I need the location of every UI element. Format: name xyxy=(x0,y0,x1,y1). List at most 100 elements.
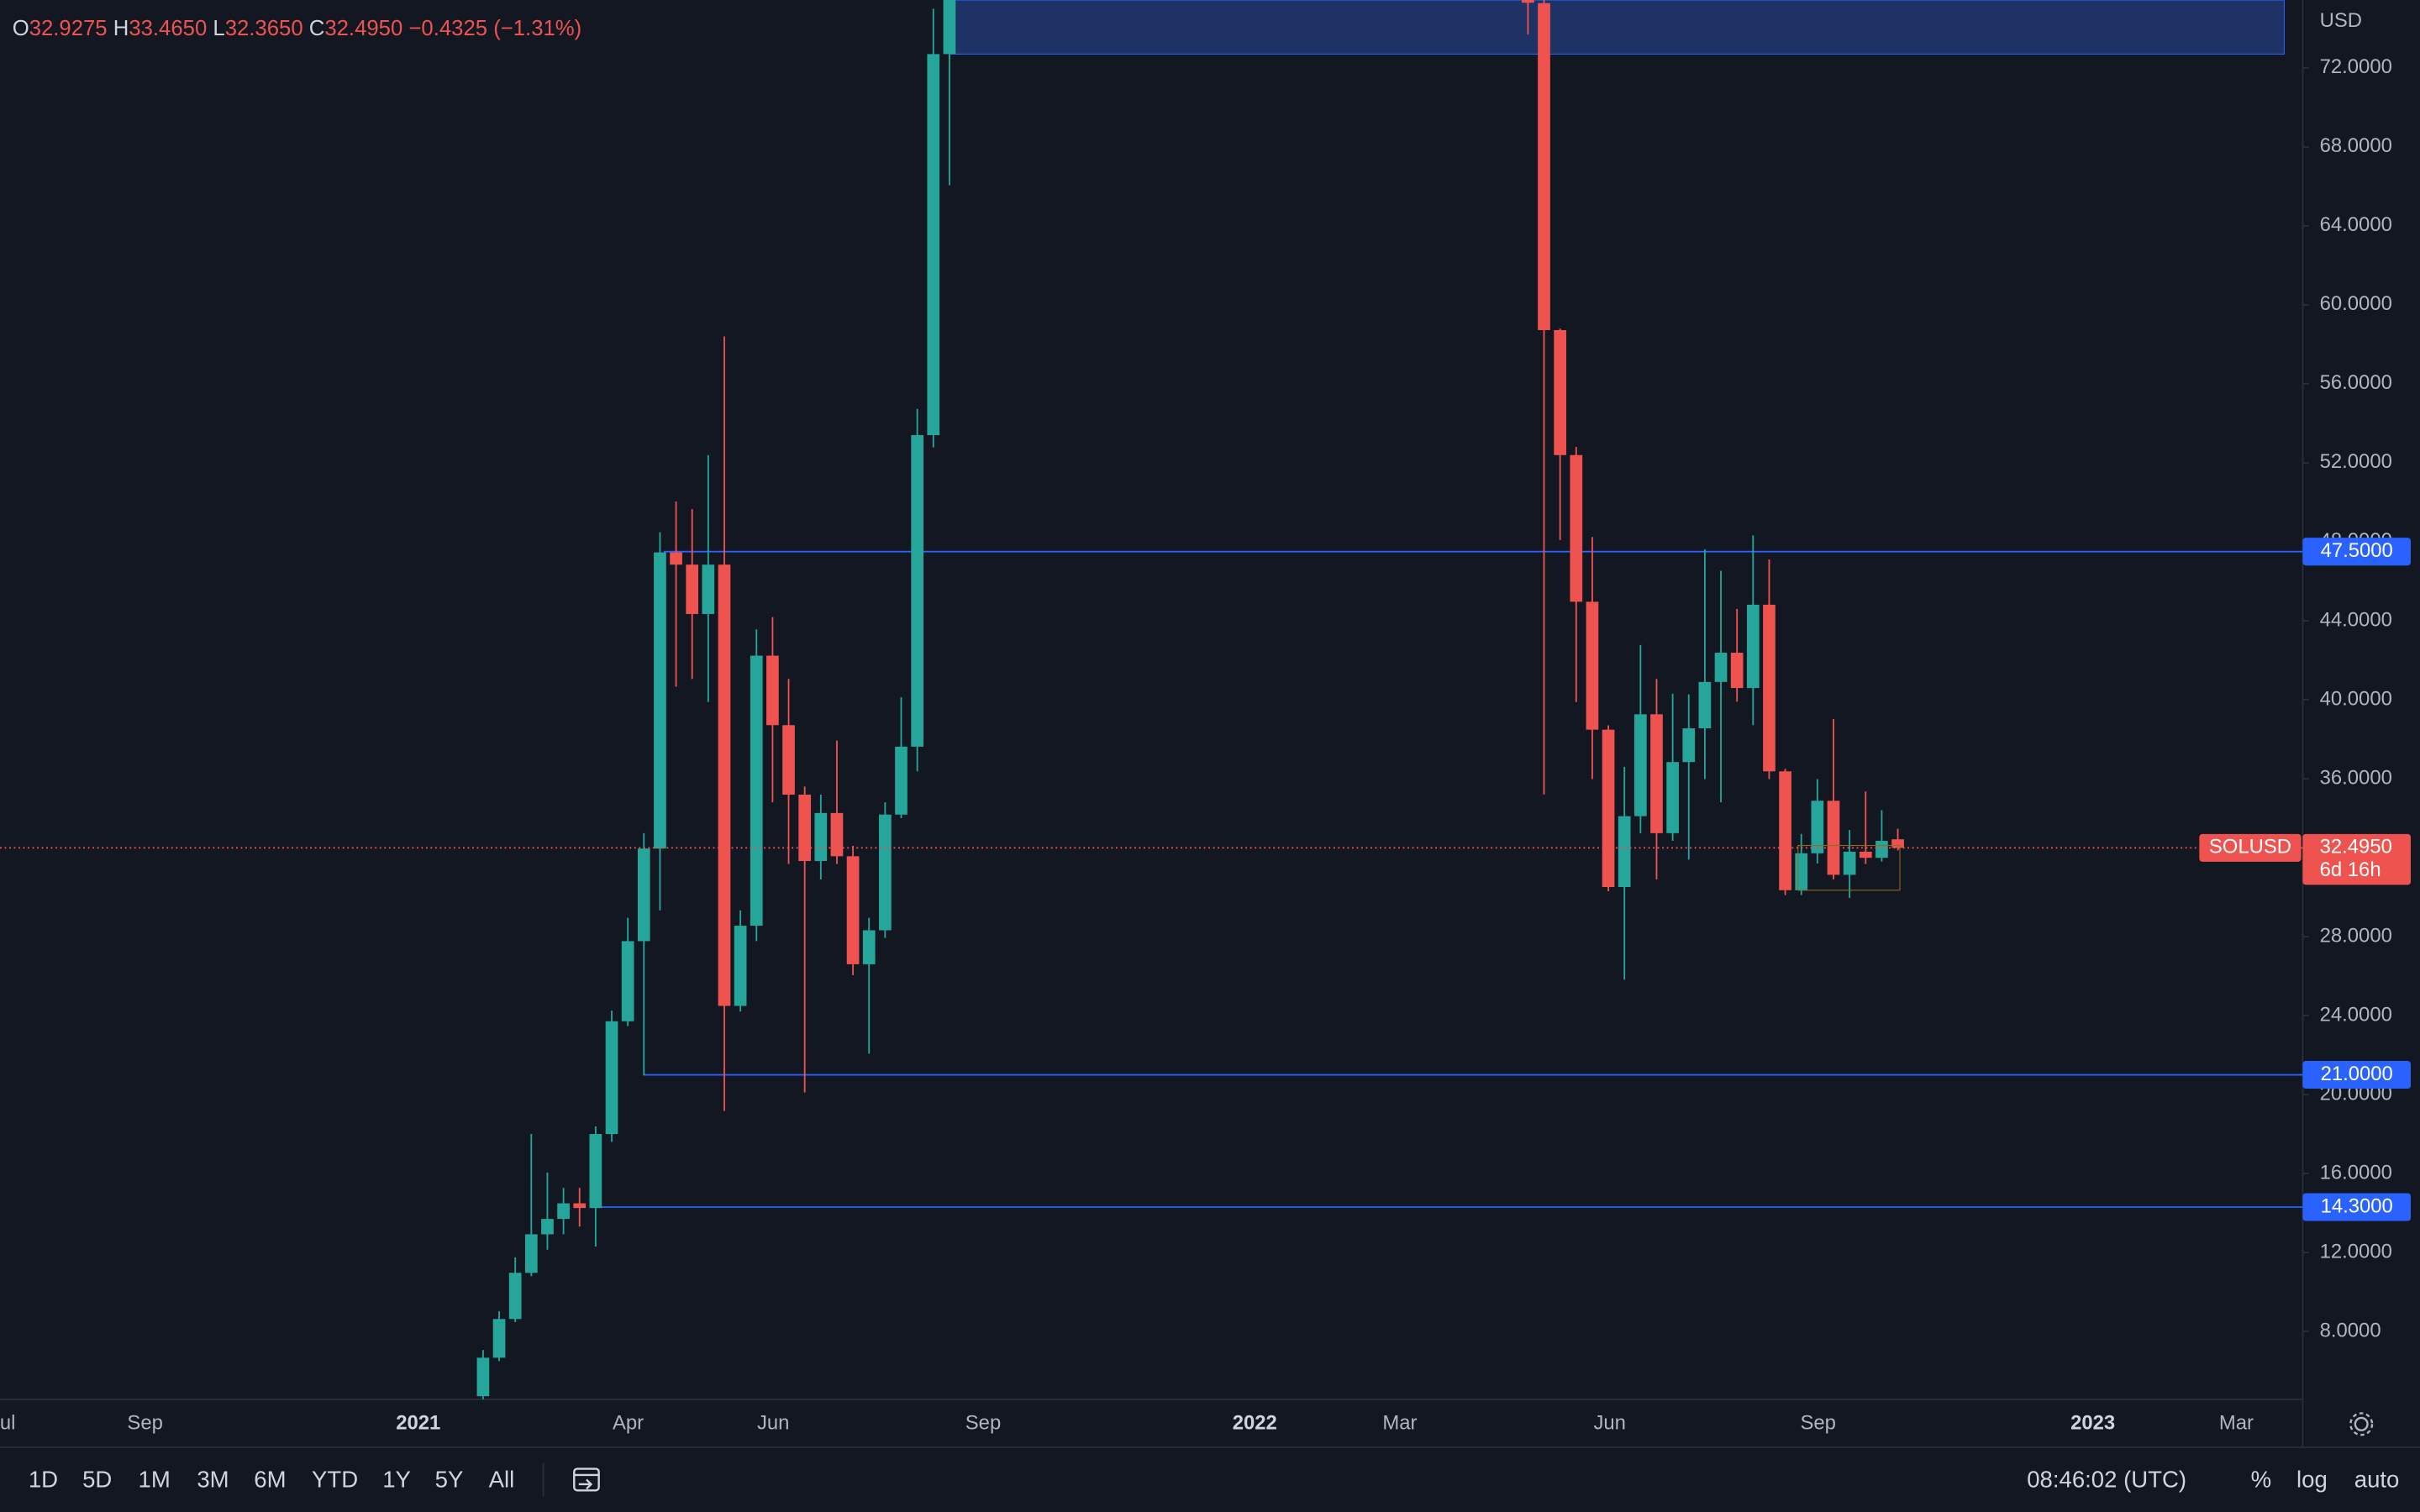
range-button[interactable]: All xyxy=(489,1467,515,1493)
candle-body xyxy=(1538,3,1550,330)
candle-body xyxy=(557,1203,570,1220)
x-tick-label: Jun xyxy=(1593,1412,1625,1435)
x-tick-label: Mar xyxy=(2219,1412,2254,1435)
low-value: 32.3650 xyxy=(225,17,303,40)
axes: 8.000012.000016.000020.000024.000028.000… xyxy=(0,55,2411,1435)
change-value: −0.4325 (−1.31%) xyxy=(408,17,581,40)
candle-body xyxy=(750,655,763,927)
candle-body xyxy=(1843,851,1856,875)
level-label: 21.0000 xyxy=(2321,1063,2393,1085)
x-tick-label: Sep xyxy=(1800,1412,1835,1435)
candle-body xyxy=(1522,0,1534,3)
log-toggle[interactable]: log xyxy=(2296,1467,2328,1493)
candle-body xyxy=(718,564,731,1006)
clock: 08:46:02 (UTC) xyxy=(2027,1467,2186,1493)
range-button[interactable]: 5Y xyxy=(435,1467,464,1493)
candle-body xyxy=(895,746,908,815)
candle-body xyxy=(1763,604,1776,772)
range-button[interactable]: 3M xyxy=(197,1467,229,1493)
plot-area xyxy=(0,0,2303,1399)
percent-toggle[interactable]: % xyxy=(2251,1467,2272,1493)
candle-body xyxy=(524,1234,538,1273)
candle-body xyxy=(1795,853,1808,890)
candle-body xyxy=(1618,816,1631,888)
candle-body xyxy=(702,564,715,614)
candle-body xyxy=(1586,601,1599,730)
y-tick-label: 16.0000 xyxy=(2320,1161,2392,1184)
range-button[interactable]: YTD xyxy=(312,1467,358,1493)
y-tick-label: 56.0000 xyxy=(2320,371,2392,394)
candle-body xyxy=(862,930,876,964)
auto-toggle[interactable]: auto xyxy=(2354,1467,2400,1493)
y-tick-label: 40.0000 xyxy=(2320,687,2392,710)
candle-body xyxy=(734,926,747,1006)
range-button[interactable]: 5D xyxy=(82,1467,112,1493)
symbol-tag xyxy=(2199,833,2302,862)
candle-body xyxy=(476,1357,490,1397)
candle-body xyxy=(1811,801,1824,853)
x-tick-label: 2023 xyxy=(2070,1412,2115,1435)
candle-body xyxy=(1570,454,1583,602)
candle-body xyxy=(605,1021,618,1135)
calendar-button[interactable] xyxy=(573,1467,600,1492)
candle-body xyxy=(492,1319,506,1358)
y-tick-label: 24.0000 xyxy=(2320,1003,2392,1026)
candle-body xyxy=(1891,839,1904,848)
range-box xyxy=(1797,844,1901,891)
level-tag xyxy=(2302,1060,2411,1089)
range-button[interactable]: 6M xyxy=(254,1467,286,1493)
y-tick-label: 8.0000 xyxy=(2320,1319,2381,1341)
candle-body xyxy=(686,564,699,614)
x-tick-label: 2022 xyxy=(1233,1412,1277,1435)
y-tick-label: 52.0000 xyxy=(2320,450,2392,473)
candle-body xyxy=(1698,681,1712,729)
candle-body xyxy=(1730,653,1744,689)
candle-body xyxy=(927,54,940,436)
candle-body xyxy=(1859,851,1872,858)
x-tick-label: Jun xyxy=(757,1412,789,1435)
candle-body xyxy=(1876,841,1888,858)
candle-body xyxy=(573,1203,587,1209)
level-label: 14.3000 xyxy=(2321,1194,2393,1217)
candle-body xyxy=(1746,604,1760,689)
price-label: 32.4950 xyxy=(2320,836,2392,858)
y-tick-label: 12.0000 xyxy=(2320,1240,2392,1263)
open-key: O xyxy=(13,17,29,40)
settings-button[interactable] xyxy=(2349,1412,2374,1436)
range-button[interactable]: 1M xyxy=(139,1467,171,1493)
candle-body xyxy=(654,552,666,849)
countdown-label: 6d 16h xyxy=(2320,858,2381,881)
range-button[interactable]: 1D xyxy=(29,1467,58,1493)
candle-body xyxy=(1666,762,1679,833)
y-tick-label: 28.0000 xyxy=(2320,924,2392,947)
close-key: C xyxy=(309,17,325,40)
candle-body xyxy=(798,795,812,861)
x-tick-label: Apr xyxy=(613,1412,644,1435)
x-tick-label: Mar xyxy=(1382,1412,1417,1435)
x-tick-label: 2021 xyxy=(396,1412,440,1435)
high-key: H xyxy=(113,17,129,40)
range-button[interactable]: 1Y xyxy=(382,1467,411,1493)
y-tick-label: 60.0000 xyxy=(2320,292,2392,315)
candle-body xyxy=(508,1273,522,1320)
candle-body xyxy=(1714,653,1728,682)
candle-body xyxy=(830,812,844,857)
candle-body xyxy=(814,812,828,861)
candle-body xyxy=(541,1219,554,1235)
level-label: 47.5000 xyxy=(2321,539,2393,562)
candle-body xyxy=(1650,714,1663,833)
candle-body xyxy=(1682,728,1696,763)
candle-body xyxy=(1634,714,1647,816)
y-tick-label: 72.0000 xyxy=(2320,55,2392,78)
y-tick-label: 68.0000 xyxy=(2320,134,2392,157)
level-tag xyxy=(2302,1193,2411,1221)
price-tag xyxy=(2302,833,2411,885)
level-tag xyxy=(2302,538,2411,566)
low-key: L xyxy=(213,17,224,40)
symbol-label: SOLUSD xyxy=(2209,836,2291,858)
currency-label: USD xyxy=(2320,9,2362,32)
zone xyxy=(950,0,2285,55)
y-tick-label: 36.0000 xyxy=(2320,766,2392,789)
